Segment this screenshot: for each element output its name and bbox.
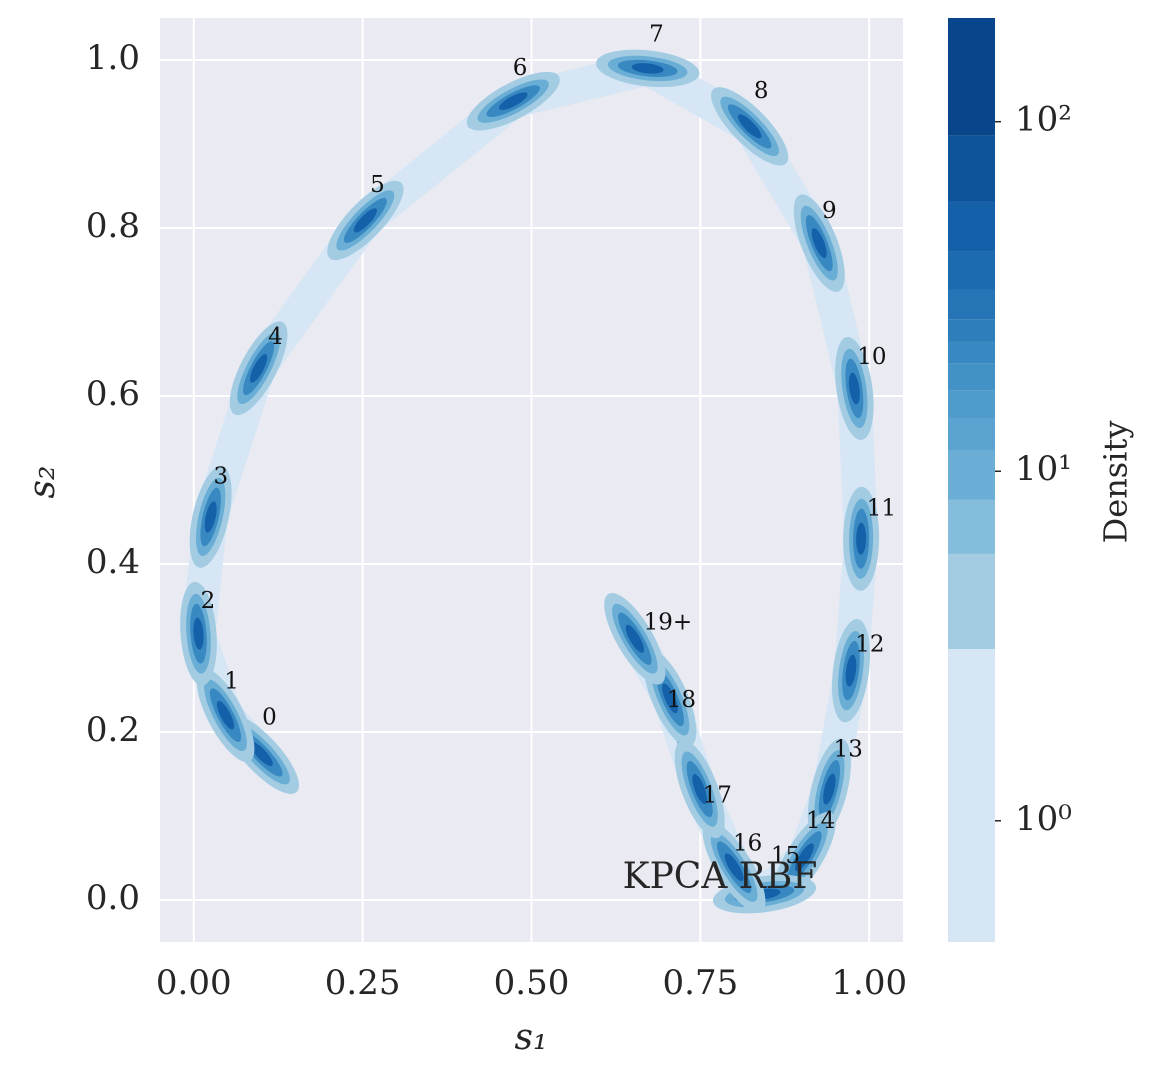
cluster-label: 14 — [806, 808, 835, 834]
density-layer — [180, 49, 880, 914]
y-tick-label: 0.2 — [86, 710, 140, 750]
cluster-label: 5 — [370, 172, 385, 198]
cluster-label: 0 — [262, 705, 277, 731]
density-blob — [249, 741, 273, 767]
y-axis-label: s₂ — [22, 466, 63, 499]
density-blob — [823, 773, 836, 805]
x-tick-label: 1.00 — [831, 963, 907, 1003]
density-blob — [662, 683, 678, 714]
colorbar-tick-label: 10⁰ — [1015, 799, 1072, 839]
x-tick-label: 0.50 — [494, 963, 570, 1003]
density-blob — [631, 63, 664, 74]
colorbar-level — [948, 289, 995, 320]
density-blob — [353, 208, 377, 233]
density-blob — [794, 843, 814, 872]
colorbar-level — [948, 363, 995, 391]
density-blob — [216, 700, 235, 730]
colorbar-level — [948, 418, 995, 451]
colorbar-level — [948, 201, 995, 252]
density-blob — [737, 114, 762, 139]
colorbar-level — [948, 341, 995, 364]
colorbar-level — [948, 450, 995, 500]
cluster-label: 10 — [857, 344, 886, 370]
colorbar-level — [948, 649, 995, 942]
y-tick-label: 1.0 — [86, 38, 140, 78]
cluster-label: 9 — [822, 198, 837, 224]
colorbar-level — [948, 499, 995, 554]
x-tick-label: 0.00 — [156, 963, 232, 1003]
grid — [160, 18, 903, 942]
density-blob — [724, 853, 744, 882]
cluster-label: 1 — [224, 668, 239, 694]
density-blob — [856, 522, 867, 555]
cluster-label: 11 — [867, 495, 896, 521]
colorbar-level — [948, 18, 995, 136]
density-blob — [625, 624, 645, 653]
x-tick-label: 0.25 — [325, 963, 401, 1003]
cluster-label: 13 — [834, 736, 863, 762]
colorbar-level — [948, 319, 995, 342]
colorbar: 10⁰ 10¹ 10² — [948, 18, 1072, 942]
colorbar-level — [948, 390, 995, 419]
y-tick-label: 0.0 — [86, 878, 140, 918]
cluster-label: 15 — [771, 843, 800, 869]
cluster-label: 2 — [201, 588, 216, 614]
x-tick-label: 0.75 — [663, 963, 739, 1003]
density-blob — [811, 228, 827, 259]
cluster-label: 6 — [513, 55, 528, 81]
method-label: KPCA RBF — [623, 856, 818, 897]
colorbar-tick-label: 10² — [1015, 100, 1072, 140]
cluster-label: 8 — [754, 78, 769, 104]
cluster-label: 3 — [213, 463, 228, 489]
colorbar-level — [948, 135, 995, 202]
y-tick-label: 0.6 — [86, 374, 140, 414]
y-tick-label: 0.8 — [86, 206, 140, 246]
cluster-label: 19+ — [644, 610, 693, 636]
density-blob — [249, 353, 268, 383]
cluster-label: 17 — [703, 783, 732, 809]
y-tick-label: 0.4 — [86, 542, 140, 582]
density-blob — [692, 774, 708, 805]
density-blob — [845, 654, 857, 687]
colorbar-tick-label: 10¹ — [1015, 449, 1072, 489]
cluster-label: 12 — [855, 631, 884, 657]
cluster-label: 18 — [667, 687, 696, 713]
density-blob — [848, 372, 860, 405]
density-blob — [498, 92, 528, 110]
cluster-label: 4 — [268, 324, 283, 350]
cluster-label: 16 — [733, 831, 762, 857]
density-blob — [204, 501, 217, 533]
cluster-label: 7 — [649, 22, 664, 48]
x-axis-label: s₁ — [515, 1017, 548, 1058]
colorbar-label: Density — [1097, 421, 1135, 544]
colorbar-level — [948, 553, 995, 650]
colorbar-level — [948, 251, 995, 290]
density-blob — [193, 617, 204, 650]
